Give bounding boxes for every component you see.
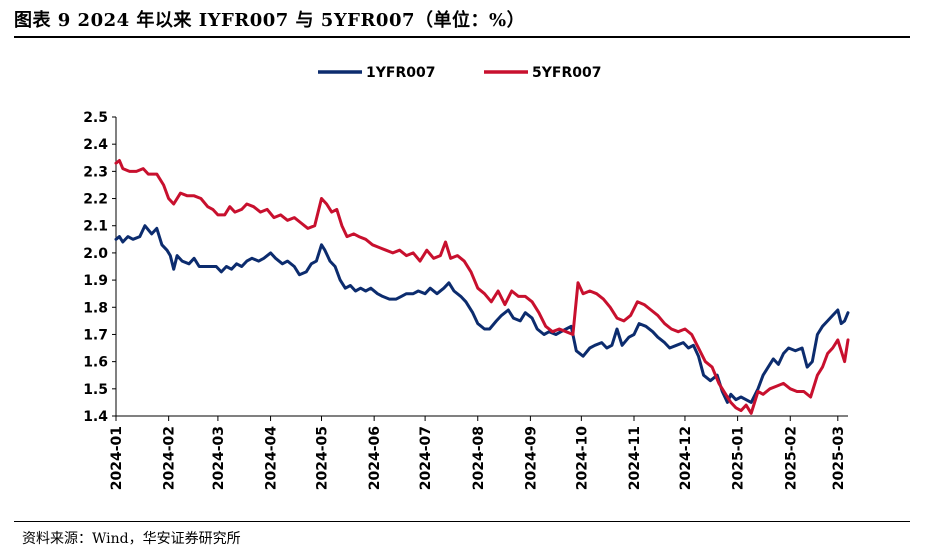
- x-tick-label: 2024-09: [523, 426, 539, 490]
- y-tick-label: 1.7: [83, 327, 108, 343]
- x-tick-label: 2025-02: [783, 426, 799, 490]
- series-line-5yfr007: [114, 159, 850, 415]
- y-axis: 1.4 1.5 1.6 1.7 1.8 1.9 2.0 2.1 2.2 2.3 2.4 2.5: [83, 110, 117, 425]
- x-tick-label: 2024-12: [678, 426, 694, 490]
- x-tick-label: 2024-11: [627, 426, 643, 490]
- source-rule: [14, 521, 910, 522]
- x-tick-label: 2024-08: [471, 426, 487, 490]
- y-tick-label: 1.9: [83, 273, 108, 289]
- x-tick-label: 2024-05: [315, 426, 331, 490]
- line-chart: 1YFR007 5YFR007 1.4 1.5 1.6 1.7 1.8 1.9 2.0 2.1 2…: [83, 65, 850, 491]
- y-tick-label: 2.0: [83, 246, 108, 262]
- legend: 1YFR007 5YFR007: [318, 65, 601, 81]
- title-rule: [14, 36, 910, 38]
- x-tick-label: 2024-01: [109, 426, 125, 490]
- x-tick-label: 2024-10: [574, 426, 590, 491]
- x-tick-label: 2024-04: [264, 426, 280, 491]
- series-layer: [114, 159, 850, 415]
- y-tick-label: 2.4: [83, 137, 108, 153]
- y-tick-label: 1.8: [83, 300, 108, 316]
- x-tick-label: 2025-03: [831, 426, 847, 490]
- y-tick-label: 2.2: [83, 192, 108, 208]
- chart-title: 图表 9 2024 年以来 IYFR007 与 5YFR007（单位：%）: [14, 10, 526, 31]
- x-tick-label: 2024-03: [211, 426, 227, 490]
- y-tick-label: 1.5: [83, 382, 108, 398]
- y-tick-label: 2.1: [83, 219, 108, 235]
- legend-label-5yfr007: 5YFR007: [532, 65, 601, 81]
- y-tick-label: 2.5: [83, 110, 108, 126]
- x-axis: 2024-01 2024-02 2024-03 2024-04 2024-05 2024-…: [109, 415, 848, 491]
- x-tick-label: 2024-02: [162, 426, 178, 490]
- x-tick-label: 2024-06: [367, 426, 383, 490]
- y-tick-label: 1.4: [83, 409, 108, 425]
- x-tick-label: 2025-01: [731, 426, 747, 490]
- legend-label-1yfr007: 1YFR007: [366, 65, 435, 81]
- source-note: 资料来源：Wind，华安证券研究所: [22, 531, 241, 547]
- series-line-1yfr007: [114, 224, 850, 404]
- y-tick-label: 2.3: [83, 164, 108, 180]
- x-tick-label: 2024-07: [418, 426, 434, 490]
- y-tick-label: 1.6: [83, 355, 108, 371]
